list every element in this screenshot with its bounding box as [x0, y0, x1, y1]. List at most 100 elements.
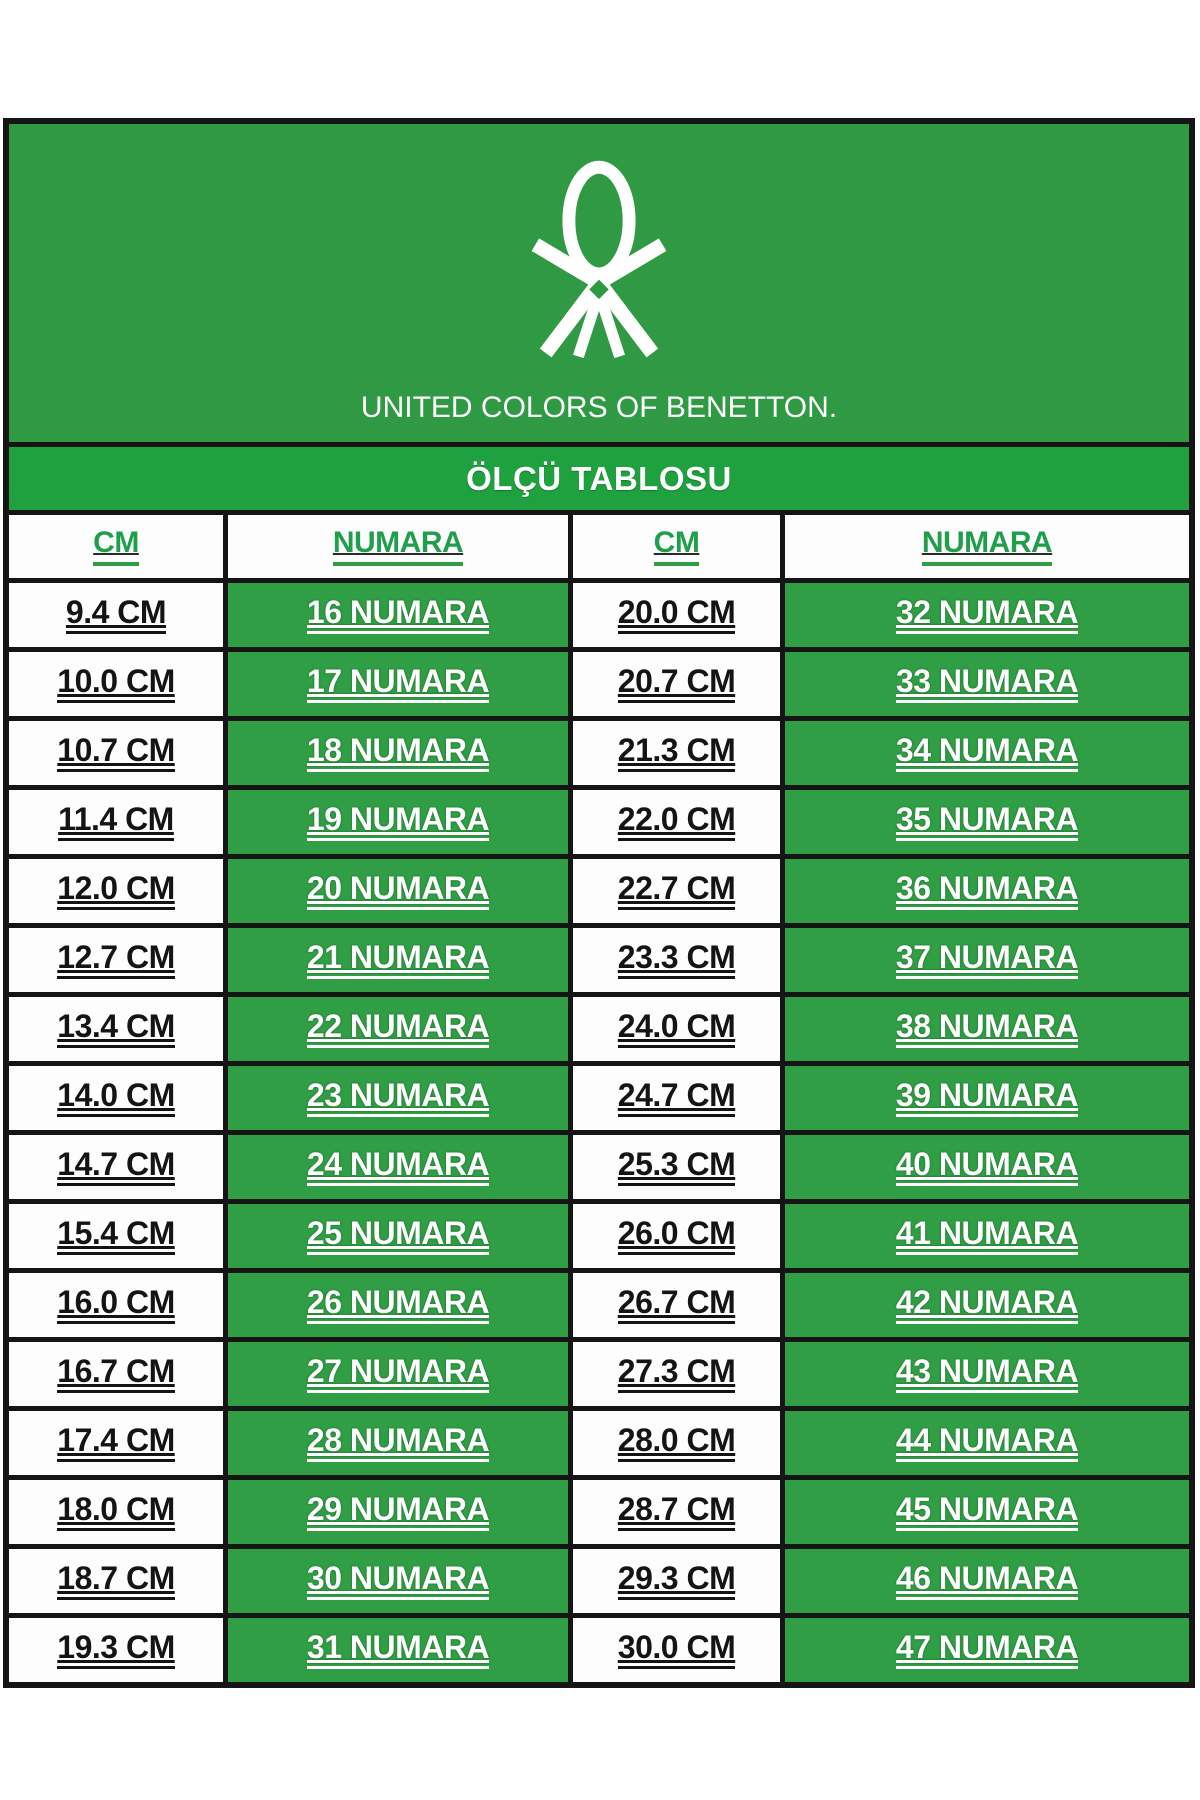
cm-value-cell: 12.0 CM [9, 859, 223, 923]
cm-value: 23.3 CM [617, 940, 736, 980]
numara-value: 30 NUMARA [306, 1561, 490, 1601]
numara-value-cell: 22 NUMARA [228, 997, 568, 1061]
numara-value-cell: 43 NUMARA [785, 1342, 1189, 1406]
cm-value-cell: 28.0 CM [573, 1411, 780, 1475]
cm-value-cell: 27.3 CM [573, 1342, 780, 1406]
numara-value-cell: 42 NUMARA [785, 1273, 1189, 1337]
cm-value-cell: 30.0 CM [573, 1618, 780, 1682]
column-header-label: NUMARA [332, 527, 464, 566]
numara-value-cell: 35 NUMARA [785, 790, 1189, 854]
numara-value: 23 NUMARA [306, 1078, 490, 1118]
cm-value-cell: 28.7 CM [573, 1480, 780, 1544]
brand-name: UNITED COLORS OF BENETTON. [360, 391, 838, 424]
numara-value: 28 NUMARA [306, 1423, 490, 1463]
numara-value-cell: 17 NUMARA [228, 652, 568, 716]
numara-value-cell: 39 NUMARA [785, 1066, 1189, 1130]
numara-value: 37 NUMARA [895, 940, 1079, 980]
cm-value: 18.7 CM [57, 1561, 175, 1601]
numara-value-cell: 37 NUMARA [785, 928, 1189, 992]
numara-value-cell: 28 NUMARA [228, 1411, 568, 1475]
numara-value: 17 NUMARA [306, 664, 490, 704]
size-chart-table: UNITED COLORS OF BENETTON. ÖLÇÜ TABLOSU … [3, 118, 1195, 1688]
cm-value-cell: 11.4 CM [9, 790, 223, 854]
numara-value: 42 NUMARA [895, 1285, 1079, 1325]
numara-value-cell: 45 NUMARA [785, 1480, 1189, 1544]
numara-value: 20 NUMARA [306, 871, 490, 911]
numara-value-cell: 29 NUMARA [228, 1480, 568, 1544]
column-header-cm-left: CM [9, 515, 223, 578]
cm-value-cell: 10.7 CM [9, 721, 223, 785]
cm-value: 12.7 CM [57, 940, 175, 980]
cm-value: 28.0 CM [617, 1423, 736, 1463]
numara-value-cell: 25 NUMARA [228, 1204, 568, 1268]
cm-value-cell: 24.0 CM [573, 997, 780, 1061]
numara-value-cell: 20 NUMARA [228, 859, 568, 923]
numara-value: 36 NUMARA [895, 871, 1079, 911]
cm-value-cell: 16.0 CM [9, 1273, 223, 1337]
numara-value: 45 NUMARA [895, 1492, 1079, 1532]
cm-value-cell: 21.3 CM [573, 721, 780, 785]
table-title: ÖLÇÜ TABLOSU [466, 459, 732, 497]
cm-value: 15.4 CM [57, 1216, 175, 1256]
numara-value-cell: 46 NUMARA [785, 1549, 1189, 1613]
column-header-label: CM [653, 527, 700, 566]
numara-value-cell: 27 NUMARA [228, 1342, 568, 1406]
cm-value: 13.4 CM [57, 1009, 175, 1049]
cm-value-cell: 14.7 CM [9, 1135, 223, 1199]
cm-value-cell: 10.0 CM [9, 652, 223, 716]
cm-value-cell: 26.7 CM [573, 1273, 780, 1337]
cm-value: 26.7 CM [617, 1285, 736, 1325]
numara-value-cell: 38 NUMARA [785, 997, 1189, 1061]
numara-value: 16 NUMARA [306, 595, 490, 635]
column-header-cm-right: CM [573, 515, 780, 578]
numara-value-cell: 18 NUMARA [228, 721, 568, 785]
numara-value-cell: 30 NUMARA [228, 1549, 568, 1613]
column-header-numara-left: NUMARA [228, 515, 568, 578]
numara-value-cell: 31 NUMARA [228, 1618, 568, 1682]
cm-value: 16.7 CM [57, 1354, 175, 1394]
brand-header: UNITED COLORS OF BENETTON. [9, 124, 1189, 442]
numara-value: 24 NUMARA [306, 1147, 490, 1187]
cm-value-cell: 29.3 CM [573, 1549, 780, 1613]
cm-value-cell: 20.0 CM [573, 583, 780, 647]
numara-value-cell: 19 NUMARA [228, 790, 568, 854]
numara-value: 39 NUMARA [895, 1078, 1079, 1118]
numara-value-cell: 24 NUMARA [228, 1135, 568, 1199]
cm-value: 22.0 CM [617, 802, 736, 842]
cm-value-cell: 9.4 CM [9, 583, 223, 647]
cm-value: 12.0 CM [57, 871, 175, 911]
numara-value-cell: 36 NUMARA [785, 859, 1189, 923]
cm-value-cell: 20.7 CM [573, 652, 780, 716]
cm-value-cell: 26.0 CM [573, 1204, 780, 1268]
numara-value-cell: 34 NUMARA [785, 721, 1189, 785]
numara-value-cell: 23 NUMARA [228, 1066, 568, 1130]
numara-value-cell: 40 NUMARA [785, 1135, 1189, 1199]
cm-value: 20.0 CM [617, 595, 736, 635]
cm-value: 27.3 CM [617, 1354, 736, 1394]
cm-value-cell: 25.3 CM [573, 1135, 780, 1199]
numara-value-cell: 44 NUMARA [785, 1411, 1189, 1475]
cm-value: 14.7 CM [57, 1147, 175, 1187]
numara-value: 38 NUMARA [895, 1009, 1079, 1049]
cm-value: 29.3 CM [617, 1561, 736, 1601]
numara-value: 18 NUMARA [306, 733, 490, 773]
numara-value: 33 NUMARA [895, 664, 1079, 704]
cm-value-cell: 23.3 CM [573, 928, 780, 992]
cm-value: 11.4 CM [58, 802, 174, 842]
cm-value-cell: 22.0 CM [573, 790, 780, 854]
numara-value: 26 NUMARA [306, 1285, 490, 1325]
cm-value: 10.0 CM [57, 664, 175, 704]
cm-value: 24.7 CM [617, 1078, 736, 1118]
column-header-label: NUMARA [921, 527, 1053, 566]
cm-value: 10.7 CM [57, 733, 175, 773]
numara-value: 29 NUMARA [306, 1492, 490, 1532]
cm-value-cell: 14.0 CM [9, 1066, 223, 1130]
table-title-banner: ÖLÇÜ TABLOSU [9, 447, 1189, 510]
cm-value-cell: 18.7 CM [9, 1549, 223, 1613]
numara-value: 47 NUMARA [895, 1630, 1079, 1670]
cm-value-cell: 19.3 CM [9, 1618, 223, 1682]
cm-value: 22.7 CM [617, 871, 736, 911]
cm-value: 20.7 CM [617, 664, 736, 704]
cm-value: 25.3 CM [617, 1147, 736, 1187]
